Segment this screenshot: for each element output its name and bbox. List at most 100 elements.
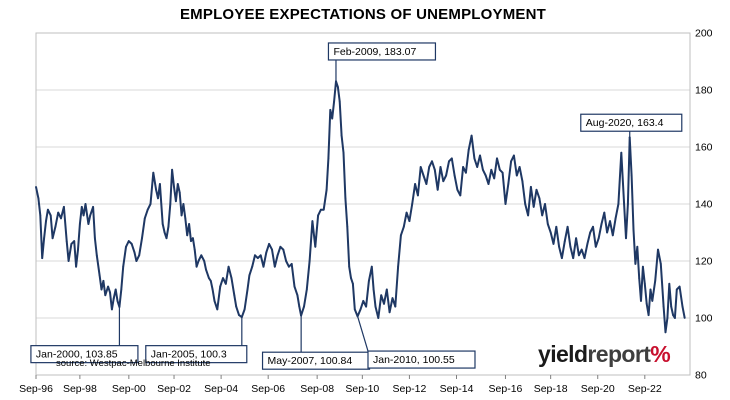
data-point [636, 245, 639, 248]
data-point [279, 245, 282, 248]
data-point [322, 208, 325, 211]
data-point [314, 245, 317, 248]
data-point [175, 200, 177, 203]
y-tick-label: 140 [695, 199, 713, 211]
data-point [37, 197, 40, 200]
data-point [209, 280, 212, 282]
data-point [95, 254, 98, 257]
x-tick-label: Sep-98 [63, 383, 97, 395]
data-point [262, 265, 265, 268]
data-point [640, 300, 642, 302]
data-point [672, 314, 674, 316]
data-point [157, 197, 159, 200]
data-point [325, 188, 328, 191]
data-point [510, 160, 512, 163]
data-point [41, 257, 44, 259]
data-point [394, 305, 397, 308]
data-point [482, 168, 484, 171]
data-point [159, 183, 161, 185]
data-point [243, 308, 246, 311]
data-point [467, 148, 470, 151]
data-point [575, 237, 577, 240]
data-point [344, 197, 347, 200]
data-point [515, 174, 518, 177]
data-point [459, 194, 462, 197]
data-point [484, 174, 487, 177]
data-point [265, 251, 268, 254]
data-point [116, 300, 119, 302]
annotation-label: Aug-2020, 163.4 [586, 117, 664, 129]
data-point [501, 171, 504, 174]
x-tick-label: Sep-08 [300, 383, 334, 395]
data-point [273, 265, 276, 268]
x-tick-label: Sep-12 [392, 383, 426, 395]
data-point [84, 203, 87, 205]
x-tick-label: Sep-96 [19, 383, 53, 395]
data-point [620, 151, 623, 154]
data-point [188, 223, 191, 225]
data-point [383, 302, 385, 305]
data-point [445, 174, 447, 177]
data-point [623, 203, 625, 205]
data-point [627, 203, 629, 205]
data-point [609, 220, 611, 223]
data-point [173, 186, 175, 188]
data-point [143, 217, 146, 220]
data-point [493, 177, 496, 180]
data-point [80, 206, 83, 208]
data-point [417, 194, 419, 197]
data-point [57, 211, 60, 214]
data-point [171, 168, 174, 171]
data-point [544, 203, 546, 205]
annotation-box [30, 345, 139, 364]
data-point [374, 305, 377, 308]
data-point [311, 220, 314, 223]
data-point [256, 257, 259, 259]
data-point [276, 254, 279, 257]
data-point [120, 288, 123, 291]
data-point [504, 203, 507, 205]
data-point [133, 251, 136, 254]
data-point [592, 225, 594, 228]
data-point [141, 237, 143, 240]
annotation-label: Jan-2005, 100.3 [151, 349, 227, 361]
data-point [546, 223, 549, 225]
annotation-box [327, 42, 437, 61]
data-point [203, 260, 206, 262]
data-point [657, 248, 659, 251]
data-point [65, 240, 68, 243]
data-point [92, 206, 94, 208]
data-point [163, 231, 166, 234]
data-point [583, 257, 586, 259]
data-point [634, 263, 637, 265]
data-point [496, 157, 498, 160]
data-point [645, 302, 648, 305]
data-point [368, 280, 370, 282]
data-point [507, 183, 510, 185]
data-point [338, 100, 341, 103]
logo-text-report: report [587, 341, 651, 367]
data-point [200, 254, 203, 257]
data-point [271, 248, 273, 251]
data-point [248, 274, 251, 277]
annotation-box [367, 350, 476, 369]
data-point [617, 203, 620, 205]
x-tick-label: Sep-04 [204, 383, 238, 395]
data-point [60, 217, 62, 220]
data-point [155, 188, 158, 191]
data-point [109, 291, 111, 294]
data-point [666, 317, 669, 319]
data-point [89, 214, 92, 217]
data-point [397, 265, 399, 268]
data-point [39, 214, 42, 217]
data-point [408, 220, 411, 223]
data-point [111, 308, 113, 311]
data-point [359, 308, 362, 311]
data-point [233, 294, 236, 297]
data-point [293, 285, 296, 288]
data-point [77, 248, 79, 251]
data-point [518, 166, 521, 168]
data-point [224, 282, 227, 285]
data-point [589, 231, 592, 234]
data-point [152, 171, 155, 174]
